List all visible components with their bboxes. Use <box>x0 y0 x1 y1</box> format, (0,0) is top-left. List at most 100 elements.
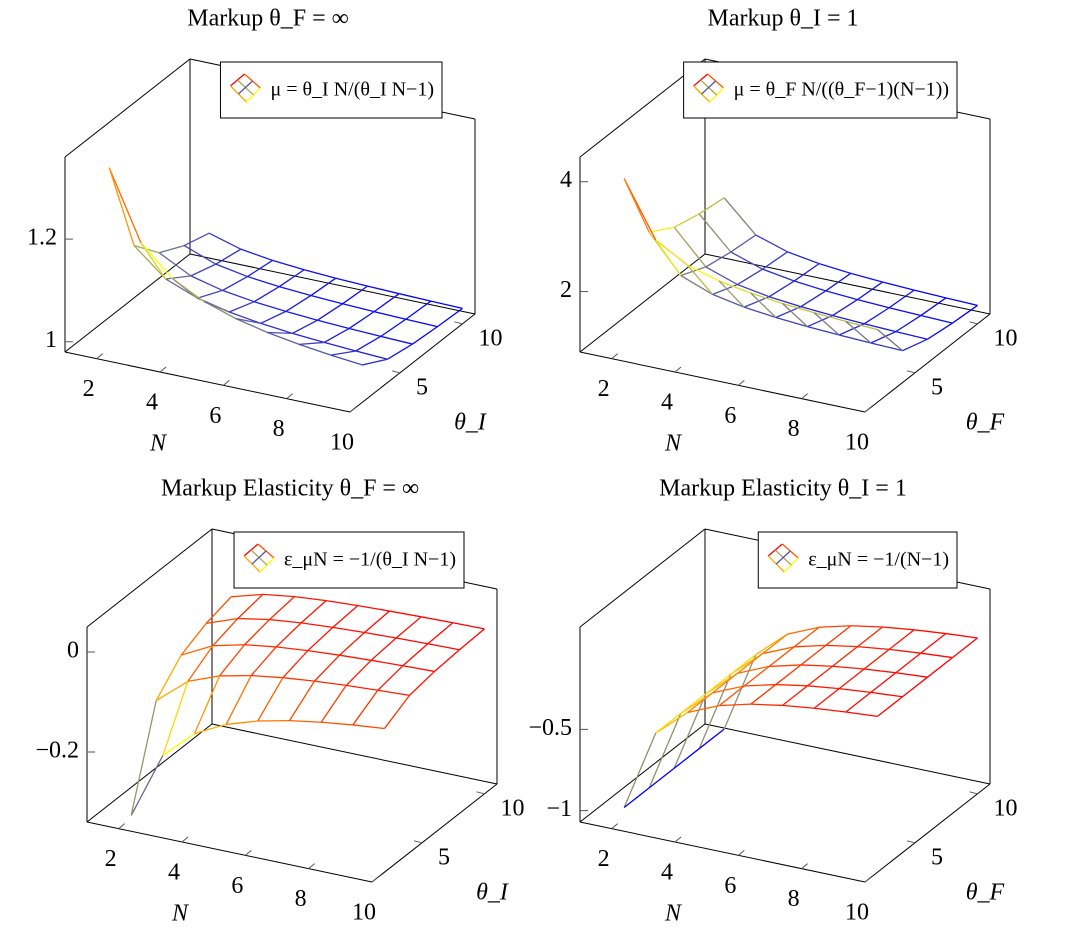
mesh-segment <box>427 643 460 651</box>
axis-box-edge <box>211 723 498 785</box>
mesh-segment <box>743 665 770 687</box>
mesh-segment <box>845 320 872 344</box>
mesh-segment <box>231 593 263 598</box>
mesh-segment <box>813 312 847 323</box>
mesh-segment <box>730 234 757 253</box>
y-tick <box>969 791 978 795</box>
mesh-segment <box>775 664 802 686</box>
mesh-segment <box>180 623 207 656</box>
mesh-segment <box>194 723 227 735</box>
axis-box-edge <box>86 821 373 883</box>
x-tick-label: 10 <box>845 430 869 456</box>
mesh-segment <box>355 350 388 360</box>
mesh-segment <box>750 703 783 707</box>
x-tick-label: 4 <box>146 390 158 416</box>
mesh-segment <box>348 311 375 330</box>
axis-box-edge <box>349 313 476 413</box>
mesh-segment <box>323 327 350 343</box>
mesh-segment <box>285 294 312 312</box>
mesh-segment <box>288 680 316 721</box>
mesh-segment <box>269 618 302 624</box>
mesh-segment <box>278 269 305 288</box>
mesh-segment <box>383 695 411 729</box>
mesh-segment <box>712 293 745 308</box>
chart-title: Markup θ_F = ∞ <box>187 6 348 32</box>
mesh-segment <box>193 675 221 734</box>
x-tick <box>118 823 125 830</box>
mesh-segment <box>845 320 878 331</box>
surface-mesh <box>130 593 485 816</box>
mesh-segment <box>623 178 650 233</box>
mesh-segment <box>782 302 808 328</box>
x-tick-label: 6 <box>231 873 243 899</box>
y-tick <box>454 321 463 325</box>
mesh-segment <box>140 242 173 280</box>
mesh-segment <box>945 297 978 307</box>
mesh-segment <box>260 310 287 324</box>
mesh-segment <box>346 684 378 691</box>
y-axis-label: θ_F <box>966 410 1005 436</box>
mesh-segment <box>705 266 738 286</box>
surface-mesh <box>623 625 978 809</box>
mesh-segment <box>228 301 255 313</box>
mesh-segment <box>155 654 182 702</box>
mesh-segment <box>430 300 463 309</box>
mesh-segment <box>673 226 707 268</box>
mesh-segment <box>818 262 852 274</box>
mesh-segment <box>864 668 896 674</box>
mesh-segment <box>253 301 287 313</box>
mesh-segment <box>405 318 438 328</box>
y-tick-label: 10 <box>994 795 1018 821</box>
x-tick <box>181 836 189 843</box>
axis-box-edge <box>579 821 866 883</box>
mesh-segment <box>237 593 264 619</box>
x-tick-label: 4 <box>661 390 673 416</box>
mesh-segment <box>698 673 732 749</box>
mesh-segment <box>914 289 946 299</box>
subplot: Markup Elasticity θ_I = 1 2 4 6 8 10 5 10 −1 −0.5… <box>528 476 1017 927</box>
y-tick <box>476 791 485 795</box>
x-tick-label: 8 <box>788 886 800 912</box>
mesh-segment <box>768 646 795 667</box>
mesh-segment <box>162 733 195 757</box>
axis-box-edge <box>864 313 991 413</box>
mesh-segment <box>723 654 757 730</box>
mesh-segment <box>655 239 682 276</box>
mesh-segment <box>870 691 903 698</box>
x-tick-label: 4 <box>661 860 673 886</box>
mesh-segment <box>307 649 340 656</box>
mesh-segment <box>839 334 871 344</box>
mesh-segment <box>775 316 808 328</box>
mesh-segment <box>262 593 295 598</box>
mesh-segment <box>762 646 795 655</box>
x-tick-label: 2 <box>598 846 610 872</box>
mesh-segment <box>367 285 400 295</box>
mesh-segment <box>314 654 340 682</box>
mesh-segment <box>303 269 337 279</box>
subplot: Markup θ_I = 1 2 4 6 8 10 5 10 2 4 Nθ_F μ = θ_F N/(… <box>560 6 1018 457</box>
mesh-segment <box>222 275 248 291</box>
mesh-segment <box>140 242 167 280</box>
mesh-segment <box>321 721 353 726</box>
mesh-segment <box>920 297 947 317</box>
mesh-segment <box>807 325 840 336</box>
mesh-segment <box>389 610 422 618</box>
mesh-segment <box>737 283 770 298</box>
mesh-segment <box>870 331 897 344</box>
mesh-segment <box>158 244 185 254</box>
x-tick <box>223 379 230 386</box>
x-tick <box>801 393 808 400</box>
x-tick-label: 8 <box>273 416 285 442</box>
y-tick-label: 5 <box>438 844 450 870</box>
mesh-segment <box>292 319 318 334</box>
mesh-segment <box>317 319 350 330</box>
mesh-segment <box>762 251 788 270</box>
mesh-segment <box>298 343 332 356</box>
x-axis-label: N <box>664 901 683 927</box>
mesh-segment <box>719 703 751 707</box>
mesh-segment <box>952 304 978 324</box>
y-axis-label: θ_I <box>454 410 487 436</box>
mesh-segment <box>108 167 142 243</box>
mesh-segment <box>698 213 732 253</box>
legend: ε_μN = −1/(N−1) <box>757 531 958 589</box>
